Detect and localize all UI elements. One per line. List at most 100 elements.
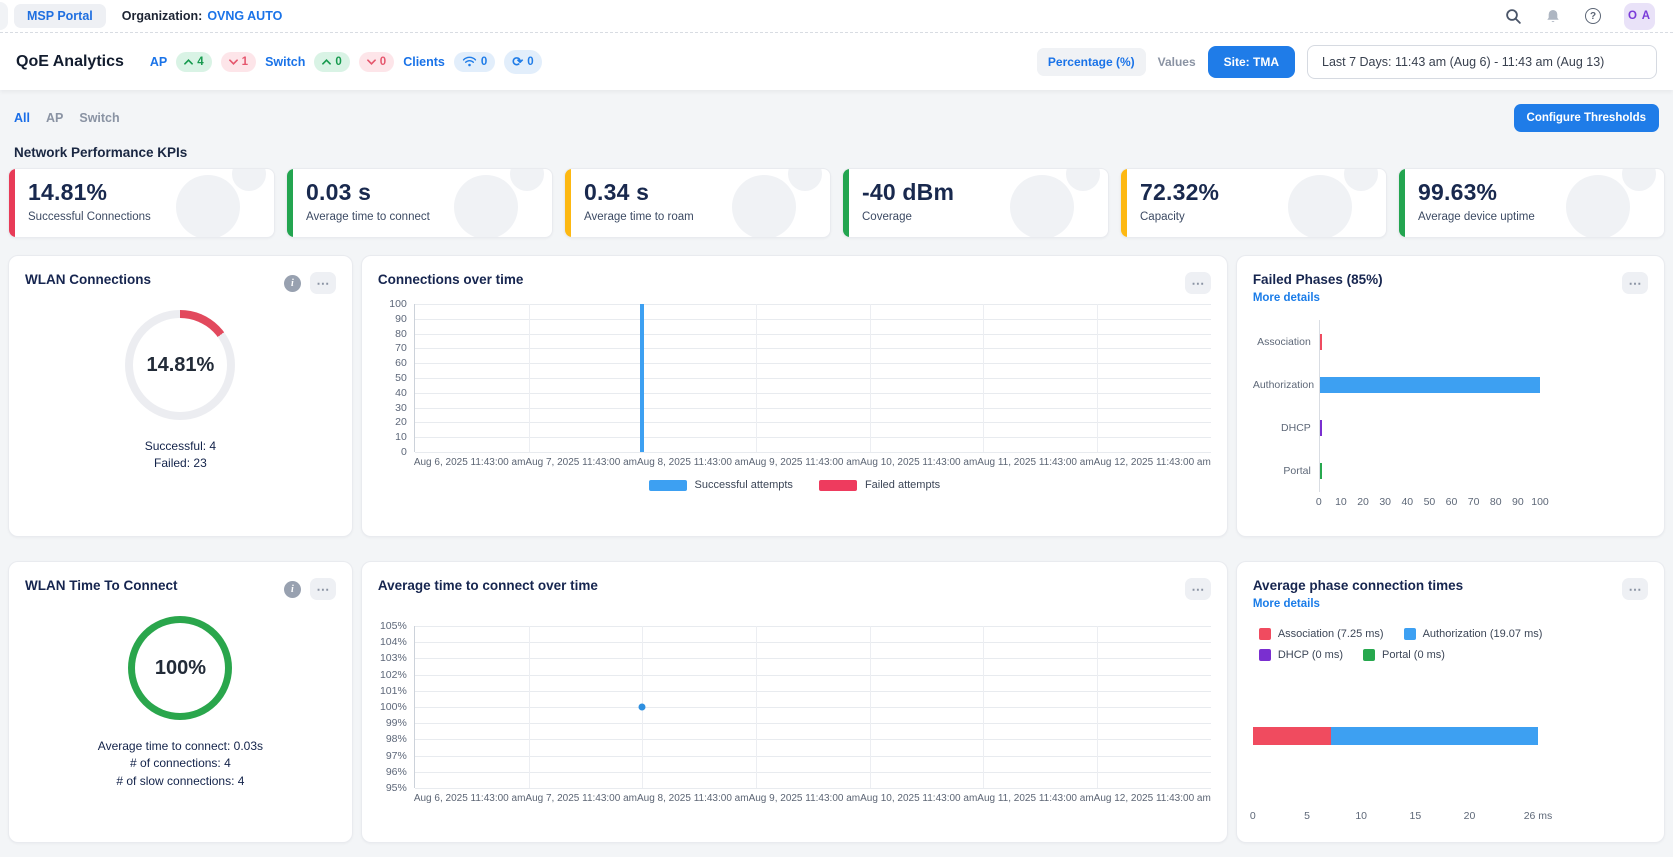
card-title: Average phase connection times — [1253, 578, 1463, 593]
msp-portal-button[interactable]: MSP Portal — [14, 4, 106, 28]
legend-item: Portal (0 ms) — [1363, 649, 1445, 661]
y-tick-label: 99% — [386, 717, 407, 729]
phase-label: DHCP — [1253, 422, 1319, 434]
device-stats: AP 4 1 Switch 0 0 Clients 0 ⟳ — [150, 50, 542, 74]
gridline — [415, 334, 1211, 335]
y-axis-labels: 105%104%103%102%101%100%99%98%97%96%95% — [378, 626, 414, 788]
legend-label: Successful attempts — [695, 479, 793, 491]
gridline — [415, 452, 1211, 453]
top-bar: MSP Portal Organization:OVNG AUTO ? O A — [0, 0, 1673, 33]
collapsed-menu-fragment[interactable] — [0, 2, 8, 30]
more-details-link[interactable]: More details — [1253, 292, 1320, 304]
tab-ap[interactable]: AP — [46, 111, 63, 125]
legend-swatch — [1363, 649, 1375, 661]
donut-annotations: Average time to connect: 0.03s # of conn… — [98, 738, 263, 790]
phase-row: Authorization — [1253, 363, 1648, 406]
info-icon[interactable]: i — [284, 581, 301, 598]
percentage-toggle[interactable]: Percentage (%) — [1037, 48, 1146, 76]
ap-up-badge[interactable]: 4 — [176, 52, 211, 72]
legend-label: DHCP (0 ms) — [1278, 649, 1343, 661]
date-range-picker[interactable]: Last 7 Days: 11:43 am (Aug 6) - 11:43 am… — [1307, 45, 1657, 79]
switch-up-badge[interactable]: 0 — [314, 52, 349, 72]
num-connections: # of connections: 4 — [98, 755, 263, 772]
x-tick-label: 30 — [1379, 496, 1391, 508]
organization-value[interactable]: OVNG AUTO — [207, 9, 282, 23]
more-menu-icon[interactable]: ⋯ — [1622, 272, 1648, 294]
more-menu-icon[interactable]: ⋯ — [310, 578, 336, 600]
data-point — [639, 704, 646, 711]
x-tick-label: Aug 6, 2025 11:43:00 am — [414, 793, 526, 804]
gridline — [415, 739, 1211, 740]
legend-item: DHCP (0 ms) — [1259, 649, 1343, 661]
legend-swatch — [1259, 649, 1271, 661]
site-selector-button[interactable]: Site: TMA — [1208, 46, 1295, 78]
tab-switch[interactable]: Switch — [79, 111, 119, 125]
phase-bar-area — [1319, 363, 1540, 406]
x-tick-label: 90 — [1512, 496, 1524, 508]
more-menu-icon[interactable]: ⋯ — [1185, 578, 1211, 600]
phase-bar — [1320, 334, 1322, 350]
help-icon[interactable]: ? — [1584, 7, 1602, 25]
kpi-value: 0.03 s — [306, 179, 552, 206]
clients-roaming-badge[interactable]: ⟳ 0 — [504, 50, 541, 74]
y-tick-label: 40 — [395, 387, 407, 399]
switch-label[interactable]: Switch — [265, 55, 305, 69]
card-title: Average time to connect over time — [378, 578, 598, 593]
x-tick-label: Aug 8, 2025 11:43:00 am — [637, 793, 749, 804]
chevron-up-icon — [184, 59, 193, 65]
kpi-label: Successful Connections — [28, 211, 274, 223]
page-header: QoE Analytics AP 4 1 Switch 0 0 Clients … — [0, 33, 1673, 90]
charts-row-1: WLAN Connections i ⋯ 14.81% Successful: … — [8, 255, 1665, 537]
switch-down-badge[interactable]: 0 — [359, 52, 394, 72]
phase-label: Authorization — [1253, 379, 1319, 391]
wlan-connections-card: WLAN Connections i ⋯ 14.81% Successful: … — [8, 255, 353, 537]
x-tick-label: 20 — [1464, 810, 1476, 822]
more-menu-icon[interactable]: ⋯ — [1185, 272, 1211, 294]
clients-wifi-badge[interactable]: 0 — [454, 52, 495, 72]
main-content: All AP Switch Configure Thresholds Netwo… — [0, 90, 1673, 843]
search-icon[interactable] — [1504, 7, 1522, 25]
card-title: Connections over time — [378, 272, 524, 287]
kpi-value: 0.34 s — [584, 179, 830, 206]
configure-thresholds-button[interactable]: Configure Thresholds — [1514, 104, 1659, 132]
more-details-link[interactable]: More details — [1253, 598, 1320, 610]
bar-successful-attempts — [640, 304, 644, 452]
x-tick-label: 26 ms — [1524, 810, 1553, 822]
scope-tabs: All AP Switch Configure Thresholds — [8, 104, 1665, 132]
y-axis-labels: 1009080706050403020100 — [378, 304, 414, 452]
x-tick-label: Aug 10, 2025 11:43:00 am — [860, 457, 977, 468]
roaming-icon: ⟳ — [512, 54, 523, 70]
more-menu-icon[interactable]: ⋯ — [310, 272, 336, 294]
notifications-bell-icon[interactable] — [1544, 7, 1562, 25]
phase-bar-area — [1319, 406, 1540, 449]
gridline — [415, 691, 1211, 692]
x-tick-label: Aug 12, 2025 11:43:00 am — [1094, 793, 1211, 804]
legend-item: Failed attempts — [819, 479, 940, 491]
values-toggle[interactable]: Values — [1158, 55, 1196, 69]
clients-label[interactable]: Clients — [403, 55, 445, 69]
gridline — [870, 626, 871, 788]
kpi-label: Average device uptime — [1418, 211, 1664, 223]
x-tick-label: 10 — [1335, 496, 1347, 508]
x-tick-label: Aug 7, 2025 11:43:00 am — [525, 457, 637, 468]
x-tick-label: Aug 9, 2025 11:43:00 am — [749, 793, 861, 804]
ap-down-badge[interactable]: 1 — [221, 52, 256, 72]
legend-label: Authorization (19.07 ms) — [1423, 628, 1543, 640]
gridline — [1097, 626, 1098, 788]
y-tick-label: 50 — [395, 372, 407, 384]
donut-annotations: Successful: 4 Failed: 23 — [145, 438, 216, 473]
more-menu-icon[interactable]: ⋯ — [1622, 578, 1648, 600]
num-slow-connections: # of slow connections: 4 — [98, 773, 263, 790]
y-tick-label: 105% — [380, 620, 407, 632]
x-axis-labels: Aug 6, 2025 11:43:00 amAug 7, 2025 11:43… — [414, 793, 1211, 804]
info-icon[interactable]: i — [284, 275, 301, 292]
tab-all[interactable]: All — [14, 111, 30, 125]
gridline — [1097, 304, 1098, 452]
organization: Organization:OVNG AUTO — [122, 9, 283, 23]
ap-label[interactable]: AP — [150, 55, 167, 69]
user-avatar[interactable]: O A — [1624, 3, 1655, 30]
x-tick-label: 0 — [1250, 810, 1256, 822]
avg-time-to-connect: Average time to connect: 0.03s — [98, 738, 263, 755]
y-tick-label: 100% — [380, 701, 407, 713]
x-tick-label: Aug 10, 2025 11:43:00 am — [860, 793, 977, 804]
